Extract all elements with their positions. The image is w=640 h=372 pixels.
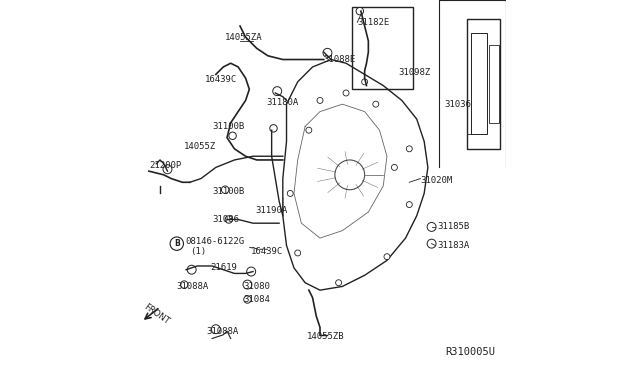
Text: 21200P: 21200P [149,161,181,170]
Text: 31088E: 31088E [324,55,356,64]
Circle shape [392,164,397,170]
Circle shape [163,165,172,174]
Circle shape [323,48,332,57]
Bar [489,45,499,123]
Text: 31183A: 31183A [437,241,469,250]
Text: 14055Z: 14055Z [184,142,216,151]
Text: 31190A: 31190A [255,206,287,215]
Circle shape [243,280,252,289]
Text: 31100B: 31100B [212,187,244,196]
Circle shape [270,125,277,132]
Circle shape [317,97,323,103]
Circle shape [362,79,367,85]
Circle shape [356,7,364,15]
Text: (1): (1) [190,247,206,256]
Circle shape [335,280,342,286]
Circle shape [229,132,236,140]
Text: 31086: 31086 [212,215,239,224]
Circle shape [287,190,293,196]
Circle shape [225,216,232,223]
Text: 16439C: 16439C [251,247,284,256]
Text: 14055ZB: 14055ZB [307,332,344,341]
Circle shape [221,186,229,193]
Text: 31100B: 31100B [212,122,244,131]
Text: 31036: 31036 [445,100,472,109]
Circle shape [406,202,412,208]
Text: FRONT: FRONT [142,302,171,326]
Text: 08146-6122G: 08146-6122G [186,237,244,246]
Text: 31185B: 31185B [437,222,469,231]
Bar [351,7,413,89]
Circle shape [406,146,412,152]
Circle shape [180,281,188,288]
Text: 16439C: 16439C [205,76,237,84]
Text: 31182E: 31182E [357,18,390,27]
Circle shape [427,222,436,231]
Text: 21619: 21619 [211,263,237,272]
Circle shape [273,87,282,96]
Text: 31098Z: 31098Z [398,68,430,77]
Text: 31180A: 31180A [266,98,298,107]
Text: 31084: 31084 [244,295,271,304]
Circle shape [244,296,251,303]
Text: 31020M: 31020M [420,176,452,185]
Circle shape [384,254,390,260]
Circle shape [373,101,379,107]
Circle shape [306,127,312,133]
Text: 31088A: 31088A [207,327,239,336]
Text: 31080: 31080 [244,282,271,291]
Circle shape [427,239,436,248]
Circle shape [187,265,196,274]
Circle shape [211,325,220,334]
Bar [467,19,500,149]
Circle shape [343,90,349,96]
Circle shape [294,250,301,256]
Text: R310005U: R310005U [445,347,495,357]
Circle shape [246,267,255,276]
Text: B: B [174,239,180,248]
Text: 14055ZA: 14055ZA [225,33,263,42]
Text: 31088A: 31088A [177,282,209,291]
Bar [470,33,488,134]
